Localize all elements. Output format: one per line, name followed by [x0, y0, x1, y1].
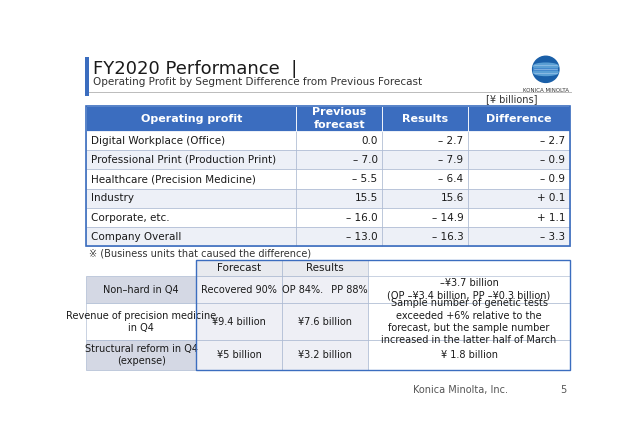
- Bar: [468, 227, 570, 246]
- Text: Industry: Industry: [91, 193, 134, 203]
- Bar: [368, 260, 570, 276]
- Text: – 6.4: – 6.4: [438, 174, 463, 184]
- Bar: [533, 68, 558, 71]
- Text: Results: Results: [307, 263, 344, 273]
- Text: – 2.7: – 2.7: [540, 136, 565, 146]
- Text: Company Overall: Company Overall: [91, 232, 181, 242]
- Text: ¥ 1.8 billion: ¥ 1.8 billion: [440, 350, 497, 360]
- Text: ¥5 billion: ¥5 billion: [217, 350, 262, 360]
- Text: – 0.9: – 0.9: [540, 174, 565, 184]
- Text: + 1.1: + 1.1: [537, 213, 565, 222]
- Bar: [86, 276, 196, 303]
- Bar: [86, 131, 296, 150]
- Bar: [296, 169, 382, 189]
- Bar: [196, 340, 282, 369]
- Text: Konica Minolta, Inc.: Konica Minolta, Inc.: [413, 385, 508, 395]
- Text: ¥9.4 billion: ¥9.4 billion: [212, 317, 266, 327]
- Bar: [368, 303, 570, 340]
- Bar: [86, 169, 296, 189]
- Bar: [468, 208, 570, 227]
- Text: Results: Results: [402, 113, 449, 124]
- Bar: [86, 340, 196, 369]
- Text: – 13.0: – 13.0: [346, 232, 378, 242]
- Bar: [382, 189, 468, 208]
- Text: Healthcare (Precision Medicine): Healthcare (Precision Medicine): [91, 174, 256, 184]
- Text: OP 84%.  PP 88%: OP 84%. PP 88%: [282, 284, 368, 295]
- Text: 5: 5: [561, 385, 567, 395]
- Bar: [382, 131, 468, 150]
- Bar: [282, 260, 368, 276]
- Circle shape: [532, 56, 559, 82]
- Bar: [296, 131, 382, 150]
- Bar: [85, 57, 88, 96]
- Text: Operating profit: Operating profit: [141, 113, 242, 124]
- Bar: [296, 189, 382, 208]
- Bar: [468, 169, 570, 189]
- Bar: [282, 303, 368, 340]
- Bar: [368, 340, 570, 369]
- Text: Forecast: Forecast: [217, 263, 261, 273]
- Bar: [86, 189, 296, 208]
- Text: – 16.3: – 16.3: [432, 232, 463, 242]
- Bar: [468, 189, 570, 208]
- Text: – 16.0: – 16.0: [346, 213, 378, 222]
- Text: – 7.0: – 7.0: [353, 155, 378, 165]
- Bar: [196, 260, 570, 369]
- Text: – 14.9: – 14.9: [432, 213, 463, 222]
- Bar: [86, 208, 296, 227]
- Bar: [196, 276, 282, 303]
- Text: Previous
forecast: Previous forecast: [312, 107, 366, 130]
- Bar: [382, 106, 468, 131]
- Bar: [86, 303, 196, 340]
- Bar: [382, 227, 468, 246]
- Text: + 0.1: + 0.1: [537, 193, 565, 203]
- Text: 15.6: 15.6: [440, 193, 463, 203]
- Text: Structural reform in Q4
(expense): Structural reform in Q4 (expense): [84, 344, 198, 366]
- Text: – 3.3: – 3.3: [540, 232, 565, 242]
- Bar: [468, 106, 570, 131]
- Ellipse shape: [533, 63, 558, 70]
- Bar: [468, 131, 570, 150]
- Text: – 5.5: – 5.5: [353, 174, 378, 184]
- Bar: [468, 150, 570, 169]
- Bar: [382, 169, 468, 189]
- Bar: [86, 227, 296, 246]
- Text: [¥ billions]: [¥ billions]: [486, 94, 537, 105]
- Bar: [368, 276, 570, 303]
- Text: KONICA MINOLTA: KONICA MINOLTA: [523, 89, 569, 93]
- Bar: [296, 227, 382, 246]
- Text: Sample number of genetic tests
exceeded +6% relative to the
forecast, but the sa: Sample number of genetic tests exceeded …: [381, 298, 557, 346]
- Text: –¥3.7 billion
(OP –¥3.4 billion, PP –¥0.3 billion): –¥3.7 billion (OP –¥3.4 billion, PP –¥0.…: [387, 278, 550, 301]
- Bar: [296, 106, 382, 131]
- Bar: [382, 208, 468, 227]
- Text: – 7.9: – 7.9: [438, 155, 463, 165]
- Text: Digital Workplace (Office): Digital Workplace (Office): [91, 136, 225, 146]
- Bar: [86, 106, 296, 131]
- Text: Non–hard in Q4: Non–hard in Q4: [104, 284, 179, 295]
- Text: – 2.7: – 2.7: [438, 136, 463, 146]
- Text: – 0.9: – 0.9: [540, 155, 565, 165]
- Bar: [282, 276, 368, 303]
- Bar: [296, 150, 382, 169]
- Ellipse shape: [533, 70, 558, 75]
- Text: Difference: Difference: [486, 113, 552, 124]
- Bar: [382, 150, 468, 169]
- Text: ¥3.2 billion: ¥3.2 billion: [298, 350, 352, 360]
- Bar: [86, 106, 570, 246]
- Text: Professional Print (Production Print): Professional Print (Production Print): [91, 155, 276, 165]
- Text: ¥7.6 billion: ¥7.6 billion: [298, 317, 352, 327]
- Text: Recovered 90%: Recovered 90%: [202, 284, 277, 295]
- Text: Revenue of precision medicine
in Q4: Revenue of precision medicine in Q4: [66, 311, 216, 333]
- Text: 15.5: 15.5: [355, 193, 378, 203]
- Bar: [282, 340, 368, 369]
- Bar: [86, 150, 296, 169]
- Bar: [196, 303, 282, 340]
- Bar: [296, 208, 382, 227]
- Text: Corporate, etc.: Corporate, etc.: [91, 213, 170, 222]
- Text: Operating Profit by Segment Difference from Previous Forecast: Operating Profit by Segment Difference f…: [93, 77, 422, 87]
- Text: FY2020 Performance  |: FY2020 Performance |: [93, 59, 298, 78]
- Text: ※ (Business units that caused the difference): ※ (Business units that caused the differ…: [88, 249, 310, 258]
- Bar: [196, 260, 282, 276]
- Text: 0.0: 0.0: [361, 136, 378, 146]
